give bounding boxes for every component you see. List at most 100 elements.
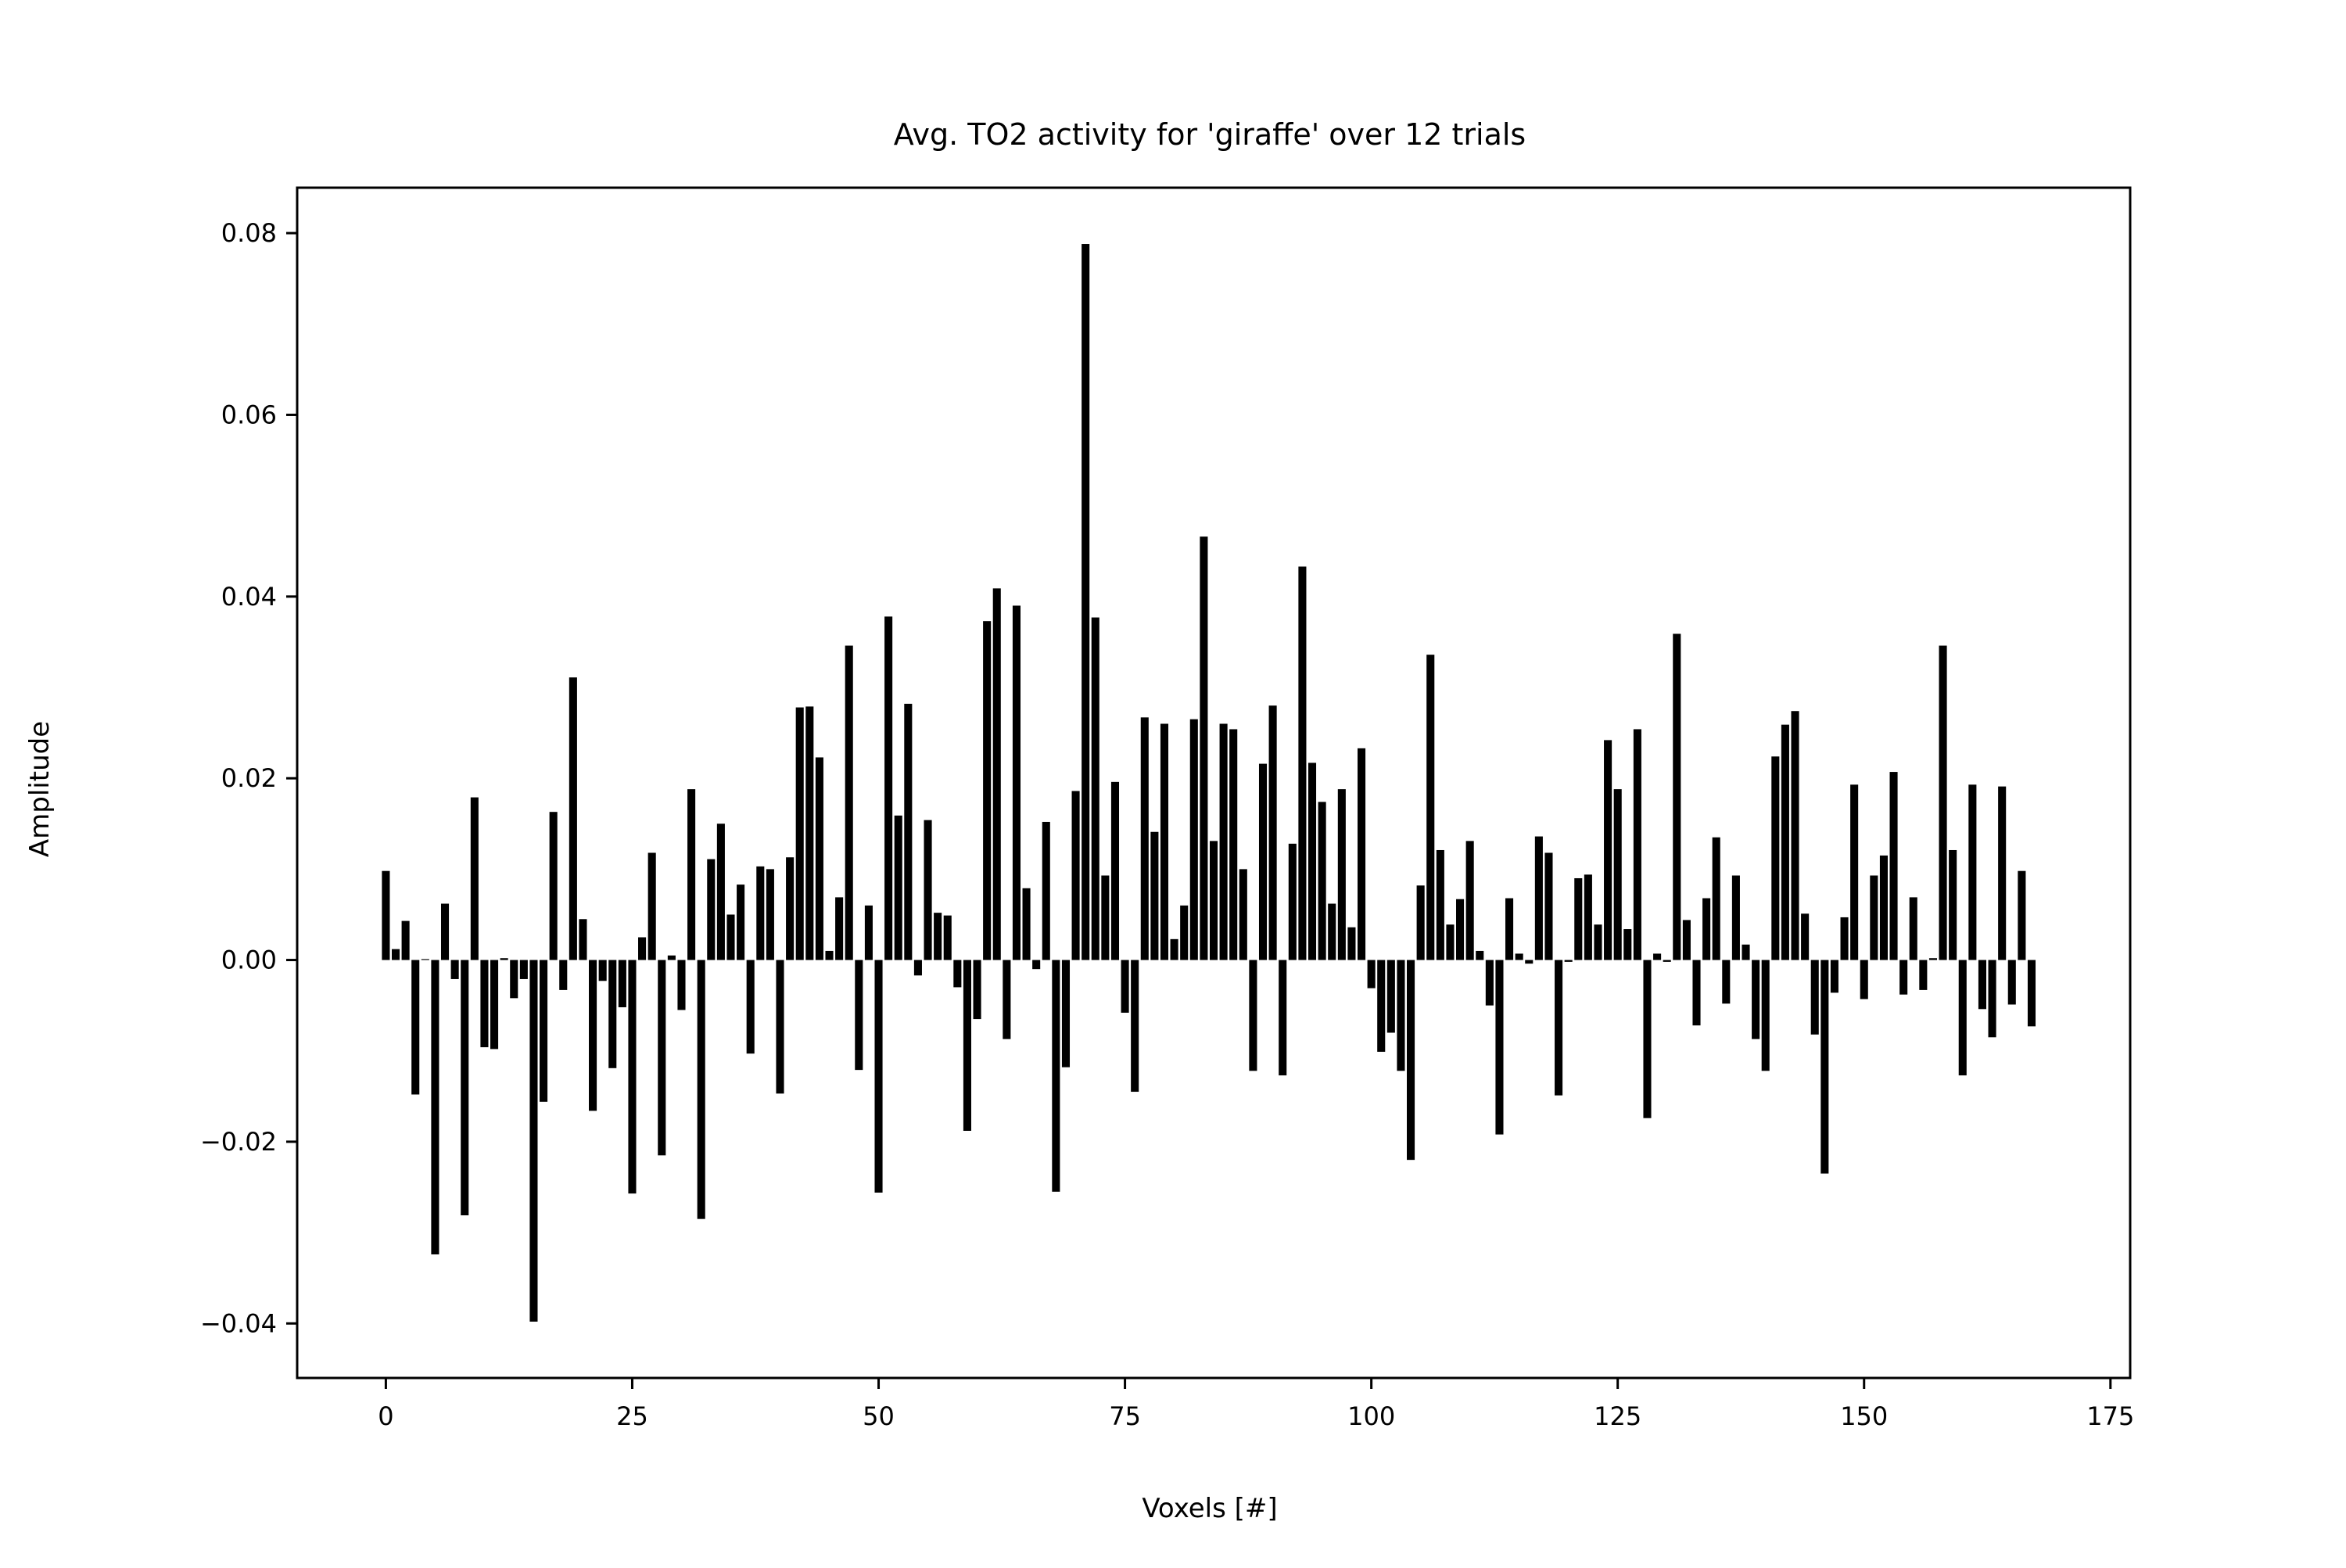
bar <box>1436 849 1444 960</box>
bar <box>1682 920 1691 960</box>
bar <box>983 621 992 960</box>
x-tick-label: 0 <box>378 1401 393 1431</box>
bar <box>1564 960 1573 962</box>
bar <box>1604 740 1612 960</box>
bar <box>1663 960 1671 962</box>
bar <box>1584 874 1592 960</box>
bar <box>1258 763 1268 960</box>
bar <box>667 955 676 960</box>
bar <box>1919 960 1928 990</box>
x-tick-label: 175 <box>2086 1401 2134 1431</box>
bar <box>1456 899 1465 960</box>
y-tick-label: 0.06 <box>221 400 277 429</box>
bar <box>1722 960 1731 1004</box>
bar <box>913 960 922 976</box>
y-tick-label: 0.02 <box>221 763 277 793</box>
bar <box>618 960 626 1007</box>
bar <box>401 920 410 960</box>
bar <box>943 915 952 960</box>
bar <box>874 960 883 1193</box>
bar <box>490 960 499 1050</box>
bar <box>737 884 745 960</box>
bar <box>904 703 913 960</box>
bar <box>647 852 656 960</box>
bar <box>1377 960 1386 1052</box>
bar <box>1071 791 1080 960</box>
bar <box>1623 929 1632 960</box>
bar <box>1416 885 1425 960</box>
bar <box>1673 633 1681 960</box>
bar <box>1249 960 1257 1071</box>
bar <box>1189 719 1198 960</box>
bar <box>963 960 971 1131</box>
bar <box>992 588 1001 960</box>
bar <box>1397 960 1405 1071</box>
bar <box>845 645 853 960</box>
bar <box>1594 924 1602 960</box>
bar <box>1998 786 2007 960</box>
bar <box>1239 869 1247 960</box>
x-tick-label: 75 <box>1109 1401 1141 1431</box>
y-tick-label: 0.00 <box>221 945 277 975</box>
bar <box>461 960 469 1216</box>
bar <box>884 616 893 960</box>
bar <box>1131 960 1139 1093</box>
bar <box>1328 903 1336 960</box>
bar <box>1386 960 1395 1033</box>
bar <box>1318 802 1326 960</box>
bar <box>1731 875 1740 960</box>
bar <box>421 959 429 960</box>
bar <box>470 797 479 960</box>
bar <box>1505 898 1514 960</box>
bar <box>1909 897 1917 960</box>
bar <box>658 960 666 1156</box>
bar <box>1121 960 1129 1013</box>
bar <box>1633 729 1641 960</box>
bar <box>529 960 538 1322</box>
bar <box>1495 960 1504 1135</box>
bar <box>726 914 735 960</box>
bar <box>1032 960 1041 970</box>
bar <box>1515 953 1523 960</box>
y-tick-label: 0.04 <box>221 582 277 612</box>
plot-area-frame <box>296 186 2132 1380</box>
bar <box>1879 855 1888 960</box>
bar <box>1889 772 1898 960</box>
bar <box>1949 849 1957 960</box>
bar <box>1968 784 1977 960</box>
bar <box>440 903 450 960</box>
bar <box>431 960 439 1254</box>
bar <box>835 897 844 960</box>
bar <box>1298 566 1307 960</box>
bar <box>1810 960 1819 1035</box>
x-axis-label: Voxels [#] <box>1142 1493 1277 1524</box>
bar <box>411 960 420 1095</box>
bar <box>1465 841 1474 960</box>
bar <box>934 913 942 960</box>
bar <box>1180 905 1189 960</box>
bar <box>1555 960 1563 1096</box>
bar <box>559 960 568 990</box>
bar <box>1426 655 1435 960</box>
bar <box>687 789 696 960</box>
bar <box>1781 724 1789 960</box>
bar <box>756 866 765 960</box>
bar <box>1170 938 1178 960</box>
bar <box>1308 762 1317 960</box>
bar <box>579 919 587 960</box>
y-tick-label: −0.02 <box>200 1127 277 1157</box>
bar <box>1042 821 1050 960</box>
bar <box>1407 960 1415 1161</box>
bar <box>1209 841 1218 960</box>
bar <box>1988 960 1996 1038</box>
bar <box>1958 960 1967 1076</box>
bar <box>1840 917 1849 960</box>
bar <box>776 960 784 1094</box>
bar <box>382 870 390 960</box>
bar <box>766 869 774 960</box>
bar <box>1476 950 1484 960</box>
x-tick-label: 25 <box>616 1401 648 1431</box>
bar <box>1574 877 1583 960</box>
bar <box>1347 927 1356 960</box>
